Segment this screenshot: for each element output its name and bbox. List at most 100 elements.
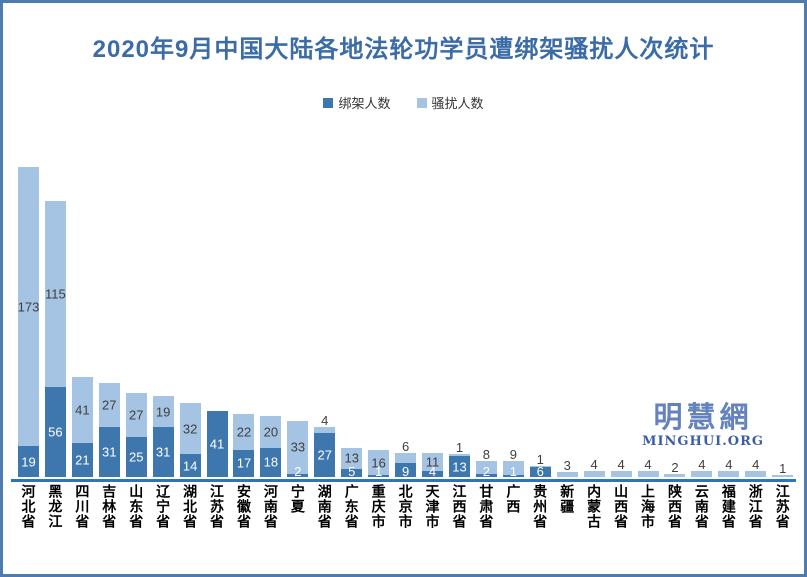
x-label-slot-18: 广西 xyxy=(500,482,527,514)
bar-9-kidnap-segment: 18 xyxy=(260,447,282,477)
bar-19-harass-segment: 1 xyxy=(529,453,551,468)
bar-9-harass-value-label: 20 xyxy=(263,424,279,440)
bar-16-kidnap-segment: 13 xyxy=(448,456,470,477)
bar-26: 4 xyxy=(718,458,740,477)
watermark-url: MINGHUI.ORG xyxy=(642,434,764,449)
bar-25-harass-value-label: 4 xyxy=(698,456,706,472)
bar-25: 4 xyxy=(691,458,713,477)
bar-17-kidnap-value-label: 2 xyxy=(482,464,491,479)
bar-slot-26: 4 xyxy=(715,147,742,477)
x-axis-label-26: 福建省 xyxy=(720,484,737,529)
x-label-slot-1: 黑龙江 xyxy=(42,482,69,529)
bar-0-harass-segment: 173 xyxy=(17,167,40,447)
x-label-slot-3: 吉林省 xyxy=(96,482,123,529)
x-label-slot-21: 内蒙古 xyxy=(581,482,608,529)
bar-4-kidnap-value-label: 25 xyxy=(128,449,144,465)
x-axis-label-1: 黑龙江 xyxy=(47,484,64,529)
legend-item-harass: 骚扰人数 xyxy=(416,93,484,112)
bar-22: 4 xyxy=(610,458,632,477)
bar-4-kidnap-segment: 25 xyxy=(125,436,147,477)
bar-17-harass-segment: 8 xyxy=(475,448,497,474)
bar-23-harass-value-label: 4 xyxy=(644,456,652,472)
legend-label-kidnap: 绑架人数 xyxy=(338,96,391,111)
x-axis-label-10: 宁夏 xyxy=(289,484,306,514)
x-label-slot-8: 安徽省 xyxy=(231,482,258,529)
bar-6-kidnap-value-label: 14 xyxy=(182,458,198,474)
bar-10-kidnap-segment: 2 xyxy=(287,465,309,478)
bar-1-harass-value-label: 115 xyxy=(45,286,66,302)
bar-slot-22: 4 xyxy=(608,147,635,477)
x-axis-label-27: 浙江省 xyxy=(747,484,764,529)
x-label-slot-25: 云南省 xyxy=(688,482,715,529)
x-label-slot-20: 新疆 xyxy=(554,482,581,514)
bar-28-harass-segment: 1 xyxy=(772,462,794,477)
bar-14-harass-segment: 6 xyxy=(395,440,417,463)
x-axis-label-6: 湖北省 xyxy=(182,484,199,529)
bar-slot-10: 33 2 xyxy=(284,147,311,478)
bar-23-harass-segment: 4 xyxy=(637,458,659,477)
bar-5-harass-segment: 19 xyxy=(152,396,174,427)
x-axis-label-3: 吉林省 xyxy=(101,484,118,529)
bar-20: 3 xyxy=(556,459,578,477)
x-axis-label-25: 云南省 xyxy=(693,484,710,529)
bar-19-kidnap-value-label: 6 xyxy=(536,464,544,479)
bar-13-kidnap-value-label: 1 xyxy=(375,464,383,479)
bar-slot-13: 16 1 xyxy=(365,147,392,478)
bar-8-kidnap-segment: 17 xyxy=(233,449,255,477)
bar-1-kidnap-value-label: 56 xyxy=(48,424,63,440)
bar-14-harass-value-label: 6 xyxy=(401,438,410,454)
bar-28-harass-value-label: 1 xyxy=(779,461,787,477)
bar-1-harass-segment: 115 xyxy=(44,200,66,387)
bar-2-kidnap-value-label: 21 xyxy=(75,452,90,468)
bar-5-harass-value-label: 19 xyxy=(155,404,171,420)
bar-10-harass-value-label: 33 xyxy=(290,439,306,455)
bar-17-harass-value-label: 8 xyxy=(482,446,491,462)
bar-6-harass-segment: 32 xyxy=(179,402,201,455)
bar-21-harass-segment: 4 xyxy=(583,458,605,477)
bar-0-harass-value-label: 173 xyxy=(17,299,40,315)
bar-4: 27 25 xyxy=(125,393,147,477)
bar-15-kidnap-value-label: 4 xyxy=(428,464,437,479)
bar-16-harass-value-label: 1 xyxy=(455,440,464,456)
bar-slot-12: 13 5 xyxy=(338,147,365,478)
bar-19-kidnap-segment: 6 xyxy=(529,464,551,479)
bar-9-harass-segment: 20 xyxy=(260,415,282,448)
bar-13-kidnap-segment: 1 xyxy=(368,465,390,478)
x-label-slot-4: 山东省 xyxy=(123,482,150,529)
bar-7: 41 xyxy=(206,410,228,477)
bar-slot-6: 32 14 xyxy=(177,147,204,477)
bar-slot-9: 20 18 xyxy=(257,147,284,477)
chart-legend: 绑架人数 骚扰人数 xyxy=(3,93,804,112)
bar-27-harass-segment: 4 xyxy=(745,458,767,477)
bar-12-kidnap-segment: 5 xyxy=(341,465,363,478)
bar-11: 4 27 xyxy=(314,414,336,477)
x-axis-label-23: 上海市 xyxy=(640,484,657,529)
bar-15-harass-segment: 11 xyxy=(422,452,444,471)
bar-3-harass-segment: 27 xyxy=(98,383,120,427)
bar-24: 2 xyxy=(664,461,686,477)
x-axis-label-5: 辽宁省 xyxy=(155,484,172,529)
x-label-slot-27: 浙江省 xyxy=(742,482,769,529)
bar-3: 27 31 xyxy=(98,383,120,477)
bar-5-kidnap-value-label: 31 xyxy=(155,444,171,460)
x-axis-label-21: 内蒙古 xyxy=(586,484,603,529)
bar-2: 41 21 xyxy=(71,376,93,477)
bar-slot-5: 19 31 xyxy=(150,147,177,477)
x-label-slot-11: 湖南省 xyxy=(311,482,338,529)
bar-18-harass-value-label: 9 xyxy=(509,446,517,462)
bar-5: 19 31 xyxy=(152,396,174,477)
bar-3-kidnap-value-label: 31 xyxy=(102,444,117,460)
bar-10: 33 2 xyxy=(287,420,309,478)
bar-12: 13 5 xyxy=(341,447,363,478)
x-label-slot-9: 河南省 xyxy=(257,482,284,529)
bar-slot-15: 11 4 xyxy=(419,147,446,479)
bar-slot-11: 4 27 xyxy=(311,147,338,477)
bar-16: 1 13 xyxy=(448,441,470,477)
bar-25-harass-segment: 4 xyxy=(691,458,713,477)
x-label-slot-26: 福建省 xyxy=(715,482,742,529)
bar-14-kidnap-value-label: 9 xyxy=(401,464,410,479)
x-axis-label-2: 四川省 xyxy=(74,484,91,529)
x-axis-label-0: 河北省 xyxy=(20,484,37,529)
bar-11-kidnap-value-label: 27 xyxy=(317,447,333,463)
